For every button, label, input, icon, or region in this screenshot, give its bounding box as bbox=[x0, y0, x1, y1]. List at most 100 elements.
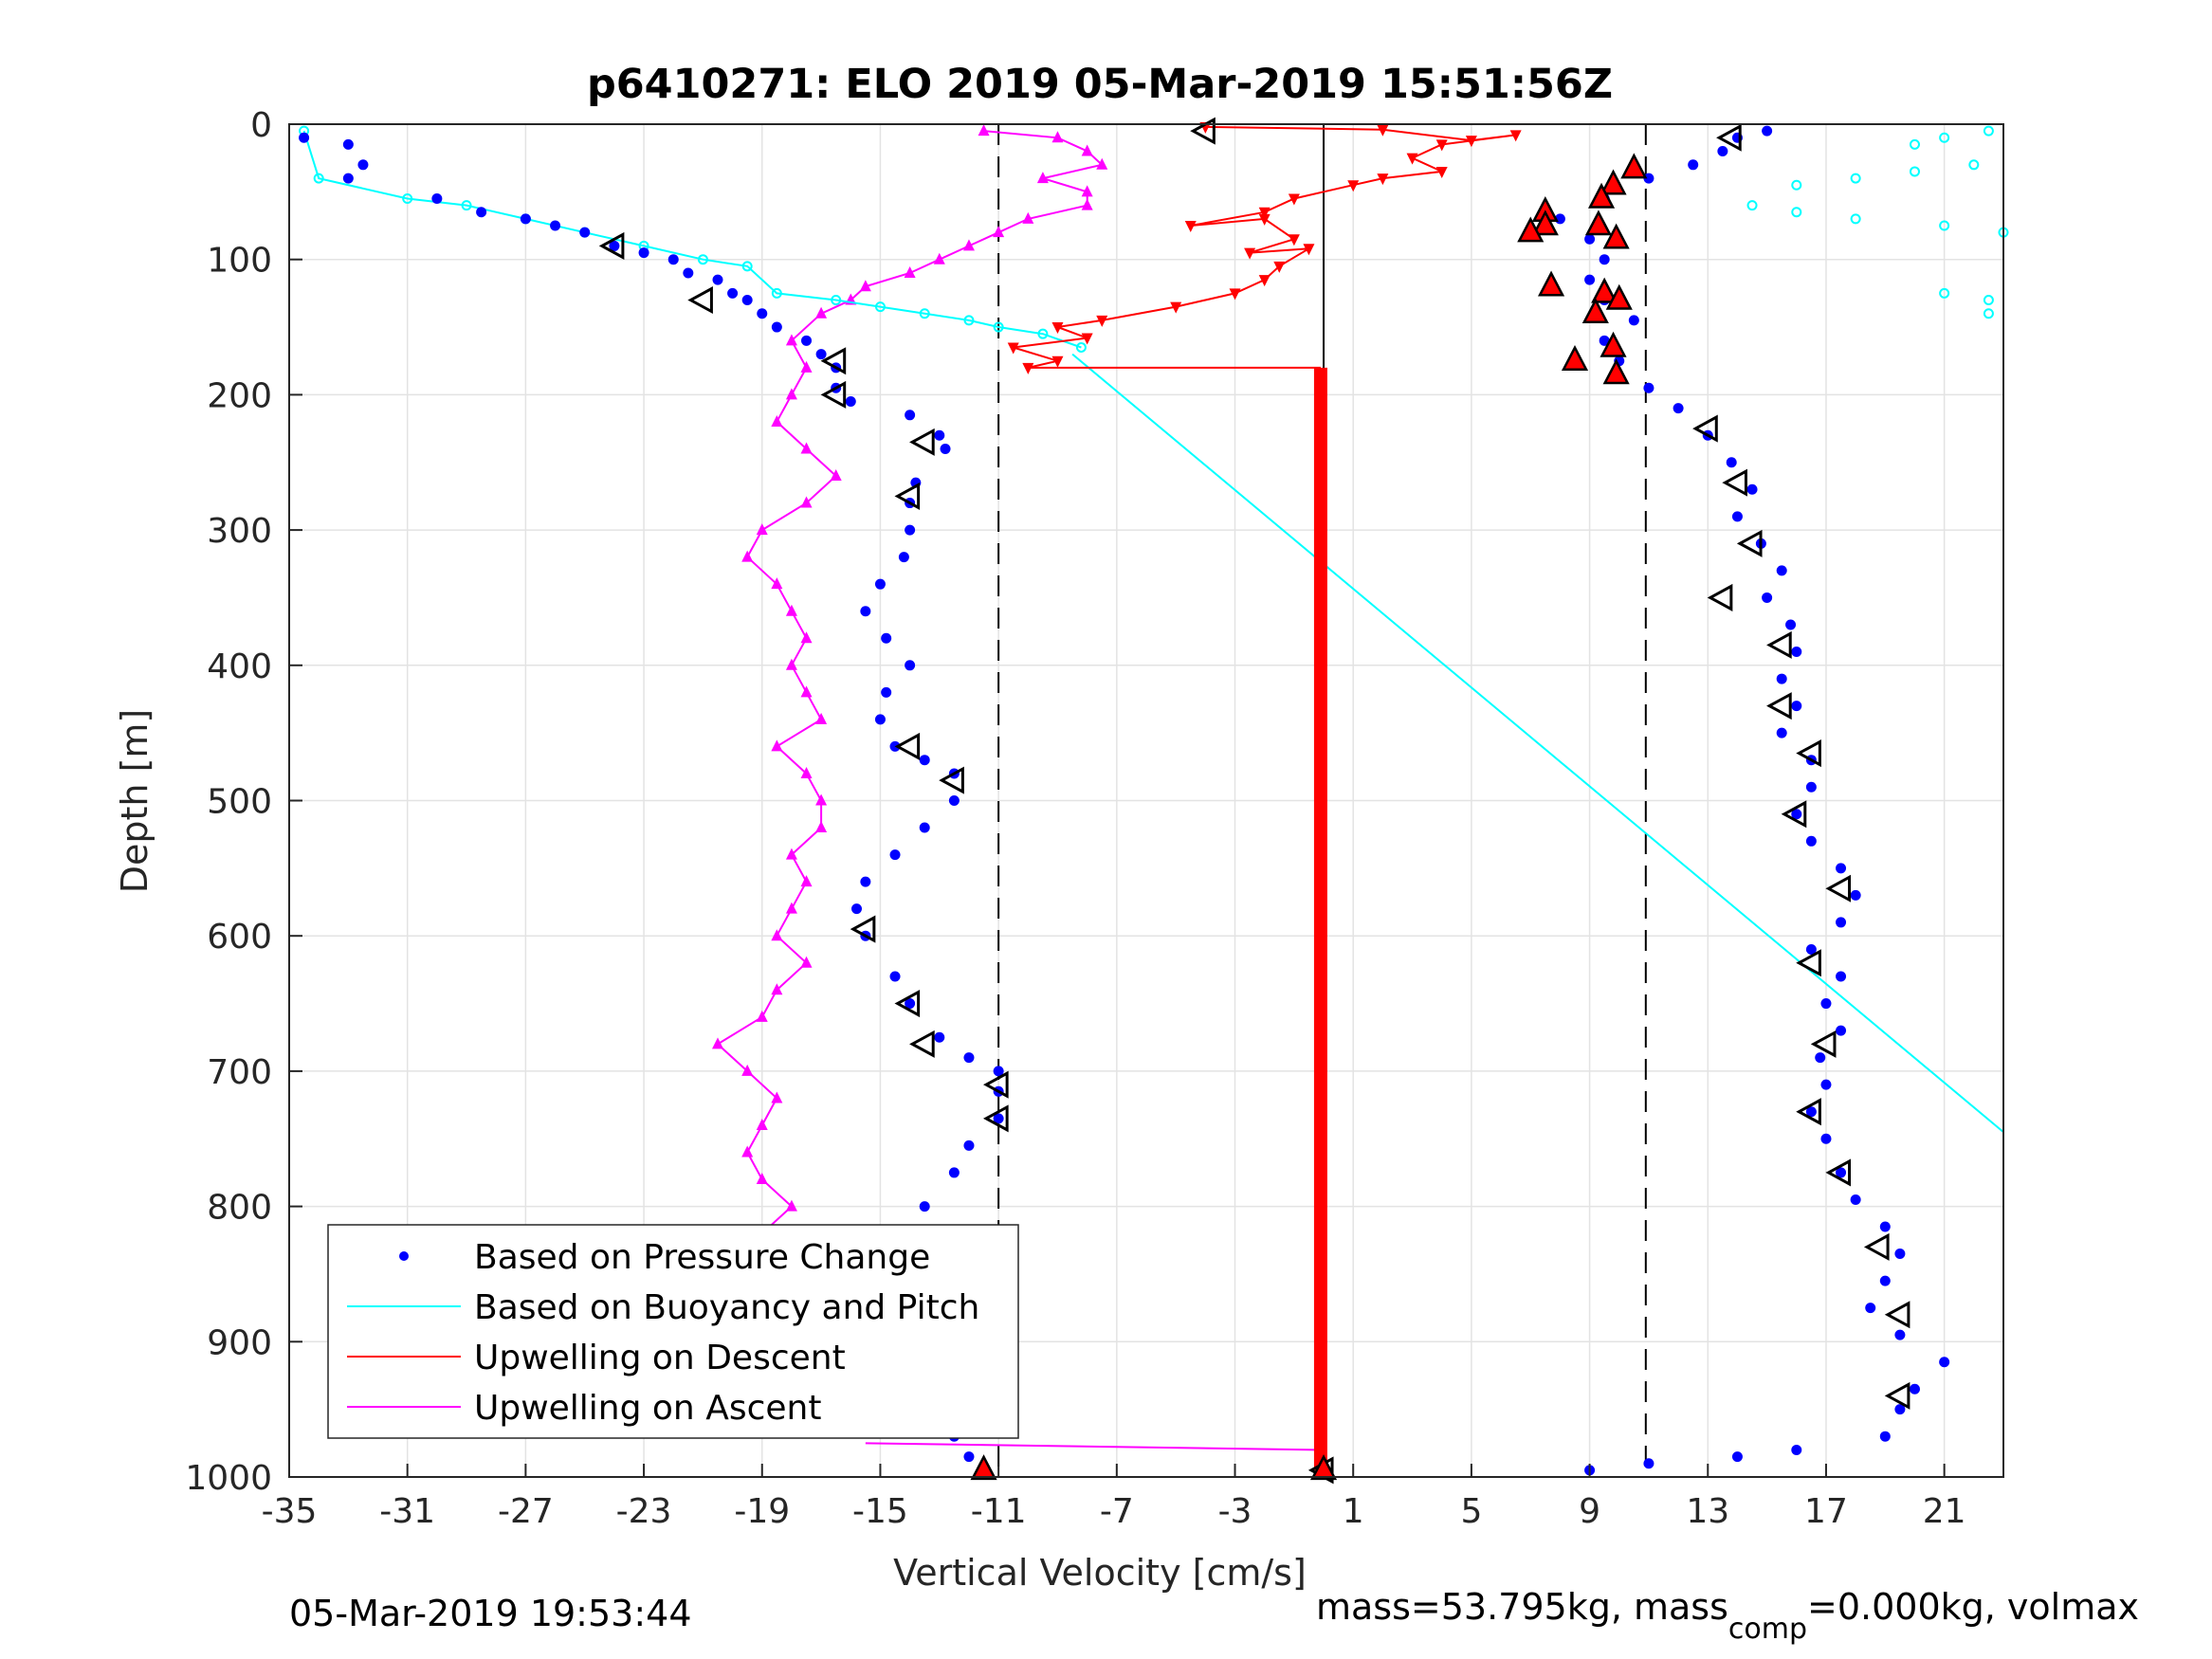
point-buoyancy-pitch bbox=[1968, 159, 1980, 171]
point-pressure-change bbox=[638, 247, 649, 259]
point-buoyancy-pitch bbox=[1939, 132, 1950, 143]
point-pressure-change bbox=[1762, 125, 1773, 137]
point-pressure-change bbox=[1909, 1383, 1920, 1395]
point-pressure-change bbox=[342, 138, 354, 150]
point-pressure-change bbox=[712, 274, 723, 285]
marker-black-triangle bbox=[983, 1104, 1009, 1133]
bar-upwelling-descent-constant bbox=[1313, 367, 1327, 1470]
point-upwelling-ascent bbox=[785, 902, 797, 914]
point-pressure-change bbox=[1791, 647, 1802, 658]
legend-label: Based on Pressure Change bbox=[474, 1238, 930, 1277]
marker-red-triangle bbox=[1537, 270, 1565, 297]
point-upwelling-ascent bbox=[771, 414, 783, 427]
point-upwelling-ascent bbox=[1081, 144, 1093, 156]
point-buoyancy-pitch bbox=[771, 287, 782, 299]
marker-red-triangle bbox=[1591, 277, 1618, 303]
point-pressure-change bbox=[993, 1066, 1004, 1077]
footer-mass-prefix: mass=53.795kg, mass bbox=[1316, 1586, 1728, 1628]
point-pressure-change bbox=[1836, 1025, 1847, 1036]
marker-black-triangle bbox=[909, 1030, 935, 1058]
point-pressure-change bbox=[683, 267, 694, 279]
point-upwelling-ascent bbox=[771, 983, 783, 995]
y-tick-label: 600 bbox=[207, 918, 272, 957]
point-upwelling-descent bbox=[1303, 244, 1315, 256]
point-upwelling-descent bbox=[1007, 342, 1019, 355]
point-upwelling-descent bbox=[1258, 213, 1271, 226]
x-tick-label: -31 bbox=[379, 1492, 435, 1531]
legend-label: Upwelling on Descent bbox=[474, 1339, 846, 1377]
point-pressure-change bbox=[1791, 809, 1802, 820]
point-pressure-change bbox=[1762, 592, 1773, 603]
point-upwelling-ascent bbox=[785, 334, 797, 346]
point-upwelling-descent bbox=[1258, 207, 1271, 219]
point-pressure-change bbox=[1785, 619, 1797, 630]
point-upwelling-ascent bbox=[1051, 131, 1064, 143]
point-pressure-change bbox=[476, 207, 487, 218]
point-upwelling-ascent bbox=[815, 712, 828, 724]
point-pressure-change bbox=[845, 396, 856, 408]
point-pressure-change bbox=[1850, 1194, 1861, 1205]
point-buoyancy-pitch bbox=[402, 192, 413, 204]
x-tick-label: 1 bbox=[1343, 1492, 1364, 1531]
marker-red-triangle bbox=[1309, 1454, 1338, 1481]
point-upwelling-descent bbox=[1273, 261, 1286, 273]
point-pressure-change bbox=[342, 173, 354, 184]
marker-black-triangle bbox=[820, 380, 847, 409]
point-upwelling-ascent bbox=[800, 360, 813, 373]
point-upwelling-descent bbox=[1377, 124, 1389, 137]
segment-upwelling-ascent-connector bbox=[865, 1442, 1325, 1451]
point-pressure-change bbox=[1894, 1249, 1906, 1260]
point-pressure-change bbox=[1836, 863, 1847, 874]
marker-black-triangle bbox=[1884, 1381, 1910, 1410]
y-tick-label: 1000 bbox=[185, 1459, 272, 1498]
point-pressure-change bbox=[898, 552, 909, 563]
marker-red-triangle bbox=[970, 1454, 997, 1481]
marker-black-triangle bbox=[1781, 800, 1807, 829]
point-upwelling-ascent bbox=[800, 631, 813, 644]
y-tick-label: 900 bbox=[207, 1323, 272, 1362]
point-pressure-change bbox=[1836, 971, 1847, 982]
point-pressure-change bbox=[905, 660, 916, 671]
point-buoyancy-pitch bbox=[1909, 138, 1920, 150]
point-upwelling-ascent bbox=[1081, 198, 1093, 210]
marker-red-triangle bbox=[1620, 153, 1648, 179]
point-pressure-change bbox=[1805, 943, 1817, 955]
point-upwelling-descent bbox=[1051, 356, 1064, 368]
point-pressure-change bbox=[919, 822, 930, 833]
point-buoyancy-pitch bbox=[1746, 200, 1758, 211]
point-pressure-change bbox=[1815, 1052, 1826, 1064]
point-upwelling-ascent bbox=[785, 604, 797, 616]
point-pressure-change bbox=[905, 524, 916, 536]
point-upwelling-ascent bbox=[785, 388, 797, 400]
point-pressure-change bbox=[963, 1451, 975, 1463]
marker-black-triangle bbox=[1692, 414, 1718, 443]
point-pressure-change bbox=[1688, 159, 1699, 171]
point-upwelling-ascent bbox=[978, 124, 990, 137]
point-pressure-change bbox=[851, 903, 863, 915]
point-pressure-change bbox=[860, 606, 871, 617]
point-pressure-change bbox=[299, 132, 310, 143]
x-tick-label: -35 bbox=[262, 1492, 318, 1531]
y-tick-label: 800 bbox=[207, 1189, 272, 1228]
x-tick-label: -27 bbox=[498, 1492, 554, 1531]
point-upwelling-ascent bbox=[785, 848, 797, 860]
marker-red-triangle bbox=[1561, 345, 1589, 371]
point-pressure-change bbox=[520, 213, 531, 225]
point-pressure-change bbox=[1776, 727, 1787, 738]
point-buoyancy-pitch bbox=[831, 295, 842, 306]
point-pressure-change bbox=[948, 1167, 960, 1178]
point-pressure-change bbox=[1584, 274, 1596, 285]
point-buoyancy-pitch bbox=[741, 261, 753, 272]
point-pressure-change bbox=[934, 1031, 945, 1043]
point-pressure-change bbox=[1643, 382, 1654, 393]
point-upwelling-descent bbox=[1096, 315, 1108, 327]
point-pressure-change bbox=[881, 632, 892, 644]
point-pressure-change bbox=[1643, 1458, 1654, 1469]
marker-black-triangle bbox=[1796, 1098, 1821, 1126]
point-buoyancy-pitch bbox=[919, 308, 930, 319]
y-axis-label: Depth [m] bbox=[114, 709, 155, 894]
point-upwelling-ascent bbox=[741, 1145, 754, 1158]
point-pressure-change bbox=[1879, 1431, 1891, 1442]
point-upwelling-descent bbox=[1435, 139, 1448, 152]
marker-red-triangle bbox=[1600, 169, 1627, 195]
